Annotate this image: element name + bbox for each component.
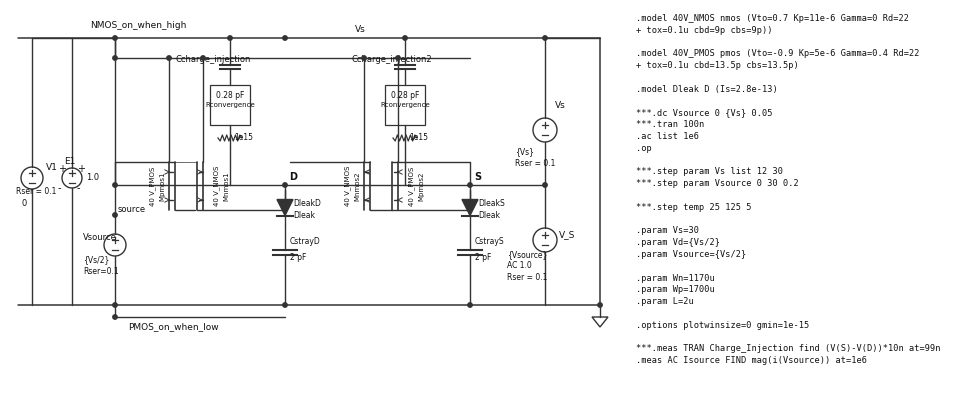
Text: source: source xyxy=(118,205,147,215)
Text: Vsource: Vsource xyxy=(83,233,117,241)
Circle shape xyxy=(468,183,472,187)
Circle shape xyxy=(396,56,401,60)
Circle shape xyxy=(167,56,171,60)
Circle shape xyxy=(361,56,366,60)
Text: .param L=2u: .param L=2u xyxy=(636,297,694,306)
Text: ***.meas TRAN Charge_Injection find (V(S)-V(D))*10n at=99n: ***.meas TRAN Charge_Injection find (V(S… xyxy=(636,344,941,354)
Text: .model 40V_PMOS pmos (Vto=-0.9 Kp=5e-6 Gamma=0.4 Rd=22: .model 40V_PMOS pmos (Vto=-0.9 Kp=5e-6 G… xyxy=(636,49,919,58)
Text: V_S: V_S xyxy=(559,231,575,239)
Circle shape xyxy=(112,36,117,40)
Text: ***.tran 100n: ***.tran 100n xyxy=(636,120,704,129)
Text: 2 pF: 2 pF xyxy=(290,253,307,263)
Text: D: D xyxy=(289,172,297,182)
Text: DleakS: DleakS xyxy=(478,198,505,207)
Text: -: - xyxy=(58,183,62,193)
Text: {Vs}: {Vs} xyxy=(515,148,534,156)
Circle shape xyxy=(112,315,117,319)
Text: ***.dc Vsource 0 {Vs} 0.05: ***.dc Vsource 0 {Vs} 0.05 xyxy=(636,109,773,117)
Circle shape xyxy=(228,36,233,40)
Text: Dleak: Dleak xyxy=(478,211,500,219)
Text: + tox=0.1u cbd=13.5p cbs=13.5p): + tox=0.1u cbd=13.5p cbs=13.5p) xyxy=(636,61,799,70)
Text: Rconvergence: Rconvergence xyxy=(380,102,430,108)
Text: 2 pF: 2 pF xyxy=(475,253,491,263)
Text: 40 V_PMOS: 40 V_PMOS xyxy=(149,166,156,205)
Polygon shape xyxy=(277,200,293,215)
Text: 1.0: 1.0 xyxy=(86,174,99,182)
Text: Vs: Vs xyxy=(355,26,365,34)
Circle shape xyxy=(112,56,117,60)
Text: NMOS_on_when_high: NMOS_on_when_high xyxy=(90,20,187,30)
Circle shape xyxy=(112,183,117,187)
Text: 0.28 pF: 0.28 pF xyxy=(391,91,419,99)
Polygon shape xyxy=(462,200,478,215)
Text: Mpmos1: Mpmos1 xyxy=(159,171,165,201)
Text: S: S xyxy=(474,172,481,182)
Text: ***.step temp 25 125 5: ***.step temp 25 125 5 xyxy=(636,203,751,212)
Text: Rconvergence: Rconvergence xyxy=(205,102,255,108)
Text: .op: .op xyxy=(636,144,652,153)
Text: 40 V_NMOS: 40 V_NMOS xyxy=(214,166,221,206)
Text: 1e15: 1e15 xyxy=(409,134,428,142)
Circle shape xyxy=(543,36,547,40)
Text: Mpmos2: Mpmos2 xyxy=(418,171,424,201)
Text: .ac list 1e6: .ac list 1e6 xyxy=(636,132,699,141)
Circle shape xyxy=(282,36,287,40)
Text: Mnmos1: Mnmos1 xyxy=(223,171,229,201)
Text: ***.step param Vsource 0 30 0.2: ***.step param Vsource 0 30 0.2 xyxy=(636,179,799,188)
Text: .param Vd={Vs/2}: .param Vd={Vs/2} xyxy=(636,238,720,247)
Text: .param Vs=30: .param Vs=30 xyxy=(636,226,699,235)
FancyBboxPatch shape xyxy=(385,85,425,125)
Text: .model Dleak D (Is=2.8e-13): .model Dleak D (Is=2.8e-13) xyxy=(636,85,778,94)
Text: 40 V_NMOS: 40 V_NMOS xyxy=(345,166,352,206)
Circle shape xyxy=(201,56,205,60)
Text: Ccharge_injection: Ccharge_injection xyxy=(176,55,251,65)
Text: Dleak: Dleak xyxy=(293,211,315,219)
FancyBboxPatch shape xyxy=(210,85,250,125)
Text: 1e15: 1e15 xyxy=(234,134,253,142)
Text: Mnmos2: Mnmos2 xyxy=(354,171,360,201)
Circle shape xyxy=(403,36,407,40)
Text: .meas AC Isource FIND mag(i(Vsource)) at=1e6: .meas AC Isource FIND mag(i(Vsource)) at… xyxy=(636,356,867,365)
Text: CstrayD: CstrayD xyxy=(290,237,320,247)
Text: V1: V1 xyxy=(46,164,58,172)
Text: {Vs/2}: {Vs/2} xyxy=(83,255,109,265)
Text: Rser = 0.1: Rser = 0.1 xyxy=(16,188,57,196)
Text: CstrayS: CstrayS xyxy=(475,237,505,247)
Circle shape xyxy=(282,303,287,307)
Text: ***.step param Vs list 12 30: ***.step param Vs list 12 30 xyxy=(636,168,783,176)
Circle shape xyxy=(468,303,472,307)
Text: PMOS_on_when_low: PMOS_on_when_low xyxy=(128,322,219,332)
Text: .param Vsource={Vs/2}: .param Vsource={Vs/2} xyxy=(636,250,746,259)
Circle shape xyxy=(112,303,117,307)
Text: Ccharge_injection2: Ccharge_injection2 xyxy=(352,55,433,65)
Text: E1: E1 xyxy=(64,158,75,166)
Text: .options plotwinsize=0 gmin=1e-15: .options plotwinsize=0 gmin=1e-15 xyxy=(636,321,809,330)
Circle shape xyxy=(543,183,547,187)
Text: Rser = 0.1: Rser = 0.1 xyxy=(515,158,555,168)
Text: .model 40V_NMOS nmos (Vto=0.7 Kp=11e-6 Gamma=0 Rd=22: .model 40V_NMOS nmos (Vto=0.7 Kp=11e-6 G… xyxy=(636,14,909,23)
Text: Rser=0.1: Rser=0.1 xyxy=(83,267,118,275)
Text: + tox=0.1u cbd=9p cbs=9p)): + tox=0.1u cbd=9p cbs=9p)) xyxy=(636,26,773,35)
Text: {Vsource}: {Vsource} xyxy=(507,251,547,259)
Text: +: + xyxy=(77,164,85,174)
Text: .param Wn=1170u: .param Wn=1170u xyxy=(636,274,715,282)
Text: Vs: Vs xyxy=(555,101,566,109)
Circle shape xyxy=(598,303,602,307)
Text: 40 V_PMOS: 40 V_PMOS xyxy=(408,166,415,205)
Text: +: + xyxy=(58,164,66,174)
Text: 0.28 pF: 0.28 pF xyxy=(216,91,244,99)
Text: .param Wp=1700u: .param Wp=1700u xyxy=(636,285,715,294)
Text: Rser = 0.1: Rser = 0.1 xyxy=(507,273,547,282)
Circle shape xyxy=(282,183,287,187)
Text: 0: 0 xyxy=(22,200,27,209)
Text: DleakD: DleakD xyxy=(293,198,320,207)
Text: -: - xyxy=(77,183,80,193)
Text: AC 1.0: AC 1.0 xyxy=(507,261,531,271)
Circle shape xyxy=(112,213,117,217)
